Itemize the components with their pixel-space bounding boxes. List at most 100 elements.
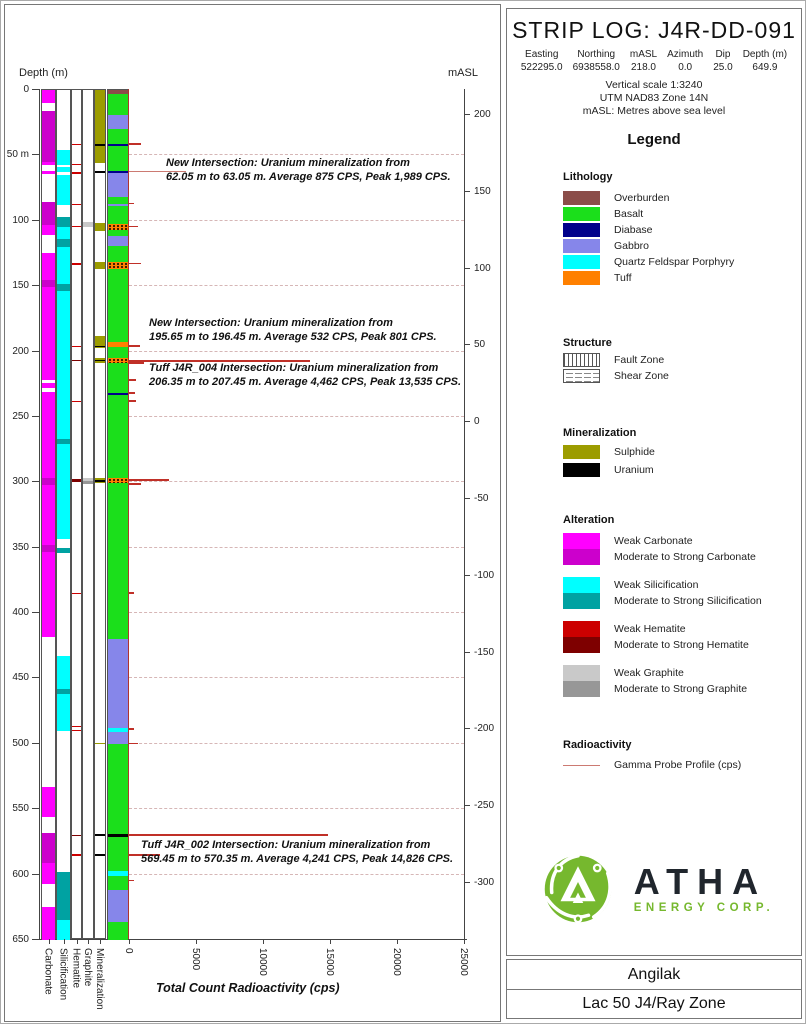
- legend-heading-lithology: Lithology: [563, 171, 613, 183]
- cps-tick-label: 15000: [324, 948, 335, 976]
- depth-tick-label: 100: [12, 214, 29, 226]
- legend-alteration-hematite: Weak Hematite Moderate to Strong Hematite: [563, 621, 749, 653]
- lithology-interval-basalt: [108, 363, 128, 393]
- carbonate-weak: [42, 161, 55, 165]
- carbonate-strong: [42, 202, 55, 225]
- depth-tick: [32, 415, 39, 417]
- hole-info-row: Easting 522295.0 Northing 6938558.0 mASL 218.…: [507, 48, 801, 74]
- silicification-weak: [57, 175, 70, 206]
- hematite-weak: [72, 226, 81, 228]
- carbonate-weak: [42, 907, 55, 940]
- legend-mineralization-uranium: Uranium: [563, 463, 654, 477]
- scale-note: Vertical scale 1:3240: [605, 79, 703, 91]
- hole-info-depth-m-: Depth (m) 649.9: [743, 48, 787, 74]
- legend-lithology-basalt: Basalt: [563, 207, 643, 221]
- carbonate-strong: [42, 832, 55, 863]
- gamma-spike: [129, 362, 144, 364]
- gamma-spike: [129, 143, 142, 145]
- masl-tick: [464, 421, 470, 423]
- masl-axis-line: [464, 89, 465, 940]
- legend-structure-shear-zone-swatch: [563, 369, 600, 383]
- lithology-interval-basalt: [108, 743, 128, 835]
- silicification-strong: [57, 688, 70, 695]
- legend-alteration-hematite-strong-label: Moderate to Strong Hematite: [614, 639, 749, 651]
- info-label: Northing: [577, 49, 616, 60]
- column-tick: [100, 939, 101, 944]
- lithology-interval-tuff: [108, 224, 128, 230]
- hematite-weak: [72, 263, 81, 266]
- gamma-line-label: Gamma Probe Profile (cps): [614, 759, 742, 771]
- legend-lithology-basalt-swatch: [563, 207, 600, 221]
- silicification-column: [56, 89, 71, 940]
- depth-gridline: [129, 481, 464, 483]
- mineralization-uranium: [95, 834, 105, 837]
- depth-tick-label: 500: [12, 737, 29, 749]
- annotation-line2: 569.45 m to 570.35 m. Average 4,241 CPS,…: [141, 852, 454, 865]
- graphite-column: [82, 89, 94, 939]
- depth-tick: [32, 89, 39, 90]
- legend-alteration-graphite: Weak Graphite Moderate to Strong Graphite: [563, 665, 747, 697]
- lithology-interval-qfp: [108, 728, 128, 733]
- depth-gridline: [129, 546, 464, 548]
- legend-alteration-silicification-weak-swatch: [563, 577, 600, 593]
- legend-mineralization-sulphide-label: Sulphide: [614, 446, 655, 458]
- annotation-line2: 195.65 m to 196.45 m. Average 532 CPS, P…: [149, 330, 437, 343]
- info-label: Dip: [715, 49, 731, 60]
- depth-tick: [32, 285, 39, 287]
- intersection-annotation: New Intersection: Uranium mineralization…: [166, 157, 451, 184]
- gamma-spike: [129, 854, 160, 856]
- masl-tick: [464, 190, 470, 192]
- intersection-annotation: Tuff J4R_004 Intersection: Uranium miner…: [149, 362, 461, 389]
- info-value: 0.0: [678, 62, 693, 73]
- gamma-spike: [129, 728, 134, 730]
- masl-tick-label: -200: [474, 723, 495, 735]
- hematite-column: [71, 89, 82, 939]
- legend-alteration-graphite-weak-label: Weak Graphite: [614, 667, 684, 679]
- legend-lithology-gabbro-label: Gabbro: [614, 240, 650, 252]
- depth-tick-label: 650: [12, 934, 29, 945]
- hematite-weak: [72, 400, 81, 402]
- legend-alteration-silicification-strong-swatch: [563, 593, 600, 609]
- legend-lithology-overburden-label: Overburden: [614, 192, 670, 204]
- atha-logo-icon: [544, 854, 612, 924]
- legend-lithology-overburden-swatch: [563, 191, 600, 205]
- depth-tick: [32, 873, 39, 875]
- masl-tick-label: -300: [474, 877, 495, 888]
- lithology-interval-basalt: [108, 245, 128, 262]
- silicification-weak: [57, 291, 70, 440]
- carbonate-weak: [42, 171, 55, 174]
- annotation-line1: New Intersection: Uranium mineralization…: [166, 157, 410, 169]
- column-label: Mineralization: [94, 948, 105, 1010]
- carbonate-weak: [42, 484, 55, 546]
- depth-tick: [32, 742, 39, 744]
- masl-tick: [464, 574, 470, 576]
- legend-alteration-hematite-swatch: [563, 621, 600, 653]
- legend-lithology-quartz-feldspar-porphyry: Quartz Feldspar Porphyry: [563, 255, 734, 269]
- lithology-interval-basalt: [108, 197, 128, 205]
- depth-gridline: [129, 350, 464, 352]
- lithology-interval-gabbro: [108, 236, 128, 246]
- depth-tick-label: 0: [23, 84, 29, 95]
- carbonate-weak: [42, 287, 55, 381]
- legend-lithology-gabbro-swatch: [563, 239, 600, 253]
- info-label: Depth (m): [742, 49, 788, 60]
- hematite-weak: [72, 854, 81, 856]
- legend-structure-fault-zone-swatch: [563, 353, 600, 367]
- mineralization-sulphide: [95, 261, 105, 270]
- legend-alteration-silicification: Weak Silicification Moderate to Strong Si…: [563, 577, 762, 609]
- mineralization-column: [94, 89, 106, 939]
- masl-axis-title: mASL: [448, 67, 478, 79]
- gamma-spike: [129, 834, 328, 837]
- legend-mineralization-uranium-swatch: [563, 463, 600, 477]
- hematite-strong: [72, 834, 81, 837]
- depth-tick-label: 200: [12, 345, 29, 357]
- info-value: 522295.0: [520, 62, 563, 73]
- depth-gridline: [129, 285, 464, 287]
- silicification-strong: [57, 547, 70, 553]
- legend-lithology-quartz-feldspar-porphyry-label: Quartz Feldspar Porphyry: [614, 256, 735, 268]
- masl-tick-label: 50: [474, 339, 486, 351]
- intersection-annotation: New Intersection: Uranium mineralization…: [149, 317, 437, 344]
- mineralization-sulphide: [95, 145, 105, 164]
- lithology-interval-tuff: [108, 342, 128, 347]
- legend-heading-structure: Structure: [563, 337, 612, 349]
